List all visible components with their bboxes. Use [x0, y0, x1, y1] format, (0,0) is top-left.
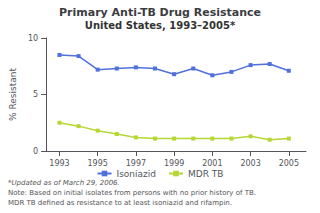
svg-text:2005: 2005: [279, 159, 299, 168]
svg-text:% Resistant: % Resistant: [8, 68, 18, 121]
svg-text:1997: 1997: [126, 159, 146, 168]
svg-text:2003: 2003: [240, 159, 260, 168]
svg-text:Note: Based on initial isolate: Note: Based on initial isolates from per…: [8, 189, 256, 197]
svg-text:1993: 1993: [49, 159, 69, 168]
svg-text:1999: 1999: [164, 159, 184, 168]
svg-text:1995: 1995: [88, 159, 108, 168]
svg-text:5: 5: [33, 90, 38, 99]
svg-text:0: 0: [33, 147, 38, 156]
svg-text:Isoniazid: Isoniazid: [117, 169, 157, 179]
svg-text:MDR TB: MDR TB: [188, 169, 223, 179]
svg-text:Primary Anti-TB Drug Resistanc: Primary Anti-TB Drug Resistance: [59, 6, 261, 19]
svg-text:*Updated as of March 29, 2006.: *Updated as of March 29, 2006.: [8, 179, 120, 187]
svg-text:10: 10: [28, 34, 38, 43]
svg-text:2001: 2001: [202, 159, 222, 168]
svg-text:United States, 1993–2005*: United States, 1993–2005*: [85, 20, 236, 31]
svg-text:MDR TB defined as resistance t: MDR TB defined as resistance to at least…: [8, 199, 232, 207]
